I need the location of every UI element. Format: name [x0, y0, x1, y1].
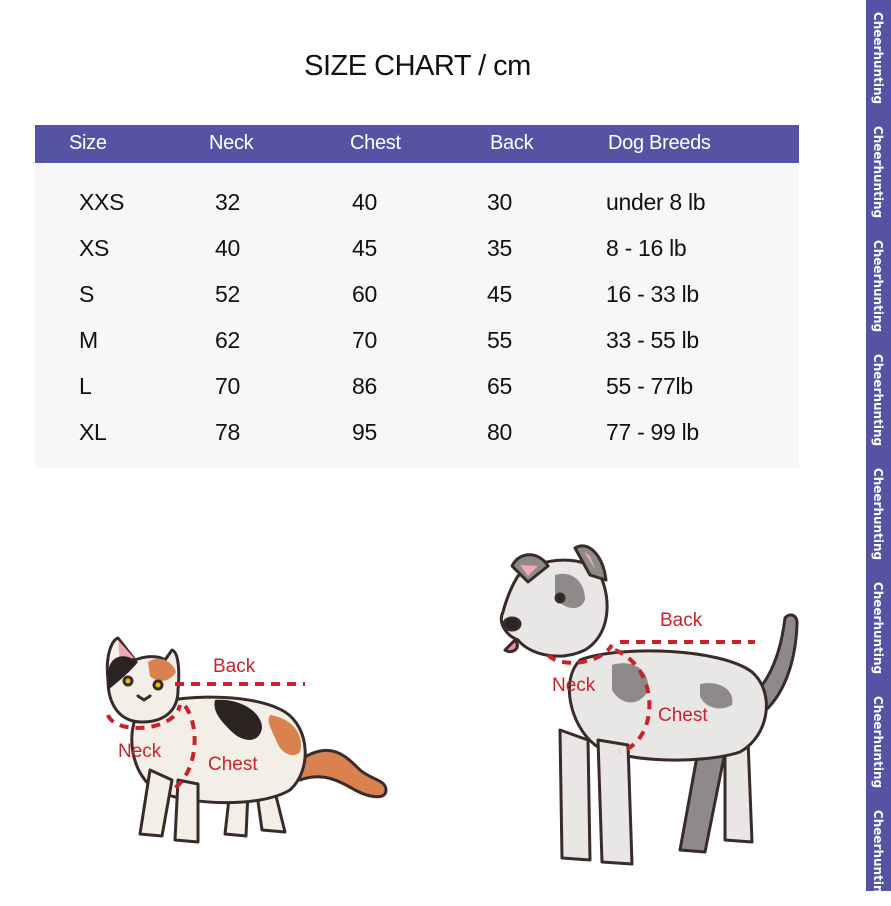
cell-dog-breeds: 16 - 33 lb [606, 281, 699, 307]
dog-measure-lines [546, 640, 755, 754]
cell-size: XL [79, 419, 107, 445]
cell-neck: 70 [215, 373, 240, 399]
cell-dog-breeds: 77 - 99 lb [606, 419, 699, 445]
cell-neck: 40 [215, 235, 240, 261]
cat-illustration [105, 636, 388, 844]
cat-back-label: Back [213, 656, 256, 677]
header-neck: Neck [209, 132, 254, 154]
cell-size: M [79, 327, 98, 353]
cell-chest: 95 [352, 419, 377, 445]
cell-back: 80 [487, 419, 512, 445]
watermark-text: Cheerhunting [871, 11, 886, 105]
cell-dog-breeds: under 8 lb [606, 189, 706, 215]
table-row: XL 78 95 80 77 - 99 lb [35, 419, 799, 465]
cat-chest-label: Chest [208, 754, 258, 775]
header-size: Size [69, 132, 107, 154]
cell-chest: 45 [352, 235, 377, 261]
watermark-text: Cheerhunting [871, 467, 886, 561]
cell-size: L [79, 373, 92, 399]
watermark-text: Cheerhunting [871, 695, 886, 789]
cell-chest: 70 [352, 327, 377, 353]
cell-size: S [79, 281, 95, 307]
header-back: Back [490, 132, 534, 154]
watermark-text: Cheerhunting [871, 125, 886, 219]
cell-back: 55 [487, 327, 512, 353]
watermark-sidebar: Cheerhunting Cheerhunting Cheerhunting C… [866, 0, 891, 902]
table-row: XS 40 45 35 8 - 16 lb [35, 235, 799, 281]
watermark-text: Cheerhunting [871, 809, 886, 903]
cell-neck: 78 [215, 419, 240, 445]
watermark-text: Cheerhunting [871, 581, 886, 675]
dog-chest-label: Chest [658, 705, 708, 726]
table-row: M 62 70 55 33 - 55 lb [35, 327, 799, 373]
cell-back: 30 [487, 189, 512, 215]
cat-neck-label: Neck [118, 741, 162, 762]
cell-back: 35 [487, 235, 512, 261]
page-title: SIZE CHART / cm [304, 50, 531, 82]
cell-back: 65 [487, 373, 512, 399]
cell-neck: 62 [215, 327, 240, 353]
table-row: XXS 32 40 30 under 8 lb [35, 189, 799, 235]
header-dog-breeds: Dog Breeds [608, 132, 711, 154]
cell-chest: 86 [352, 373, 377, 399]
cell-dog-breeds: 8 - 16 lb [606, 235, 687, 261]
cat-measure-lines [106, 682, 305, 790]
watermark-text: Cheerhunting [871, 353, 886, 447]
cell-dog-breeds: 33 - 55 lb [606, 327, 699, 353]
cell-back: 45 [487, 281, 512, 307]
cell-size: XS [79, 235, 110, 261]
dog-back-label: Back [660, 610, 703, 631]
cell-chest: 40 [352, 189, 377, 215]
watermark-text: Cheerhunting [871, 239, 886, 333]
dog-illustration [499, 544, 799, 866]
table-row: S 52 60 45 16 - 33 lb [35, 281, 799, 327]
cell-chest: 60 [352, 281, 377, 307]
cell-neck: 32 [215, 189, 240, 215]
table-row: L 70 86 65 55 - 77lb [35, 373, 799, 419]
measurement-illustration: Back Neck Chest Back Neck Chest [105, 544, 799, 866]
size-chart-table: Size Neck Chest Back Dog Breeds XXS 32 4… [35, 125, 799, 468]
cell-size: XXS [79, 189, 125, 215]
dog-neck-label: Neck [552, 675, 596, 696]
cell-neck: 52 [215, 281, 240, 307]
header-chest: Chest [350, 132, 401, 154]
cell-dog-breeds: 55 - 77lb [606, 373, 693, 399]
table-header: Size Neck Chest Back Dog Breeds [35, 125, 799, 163]
